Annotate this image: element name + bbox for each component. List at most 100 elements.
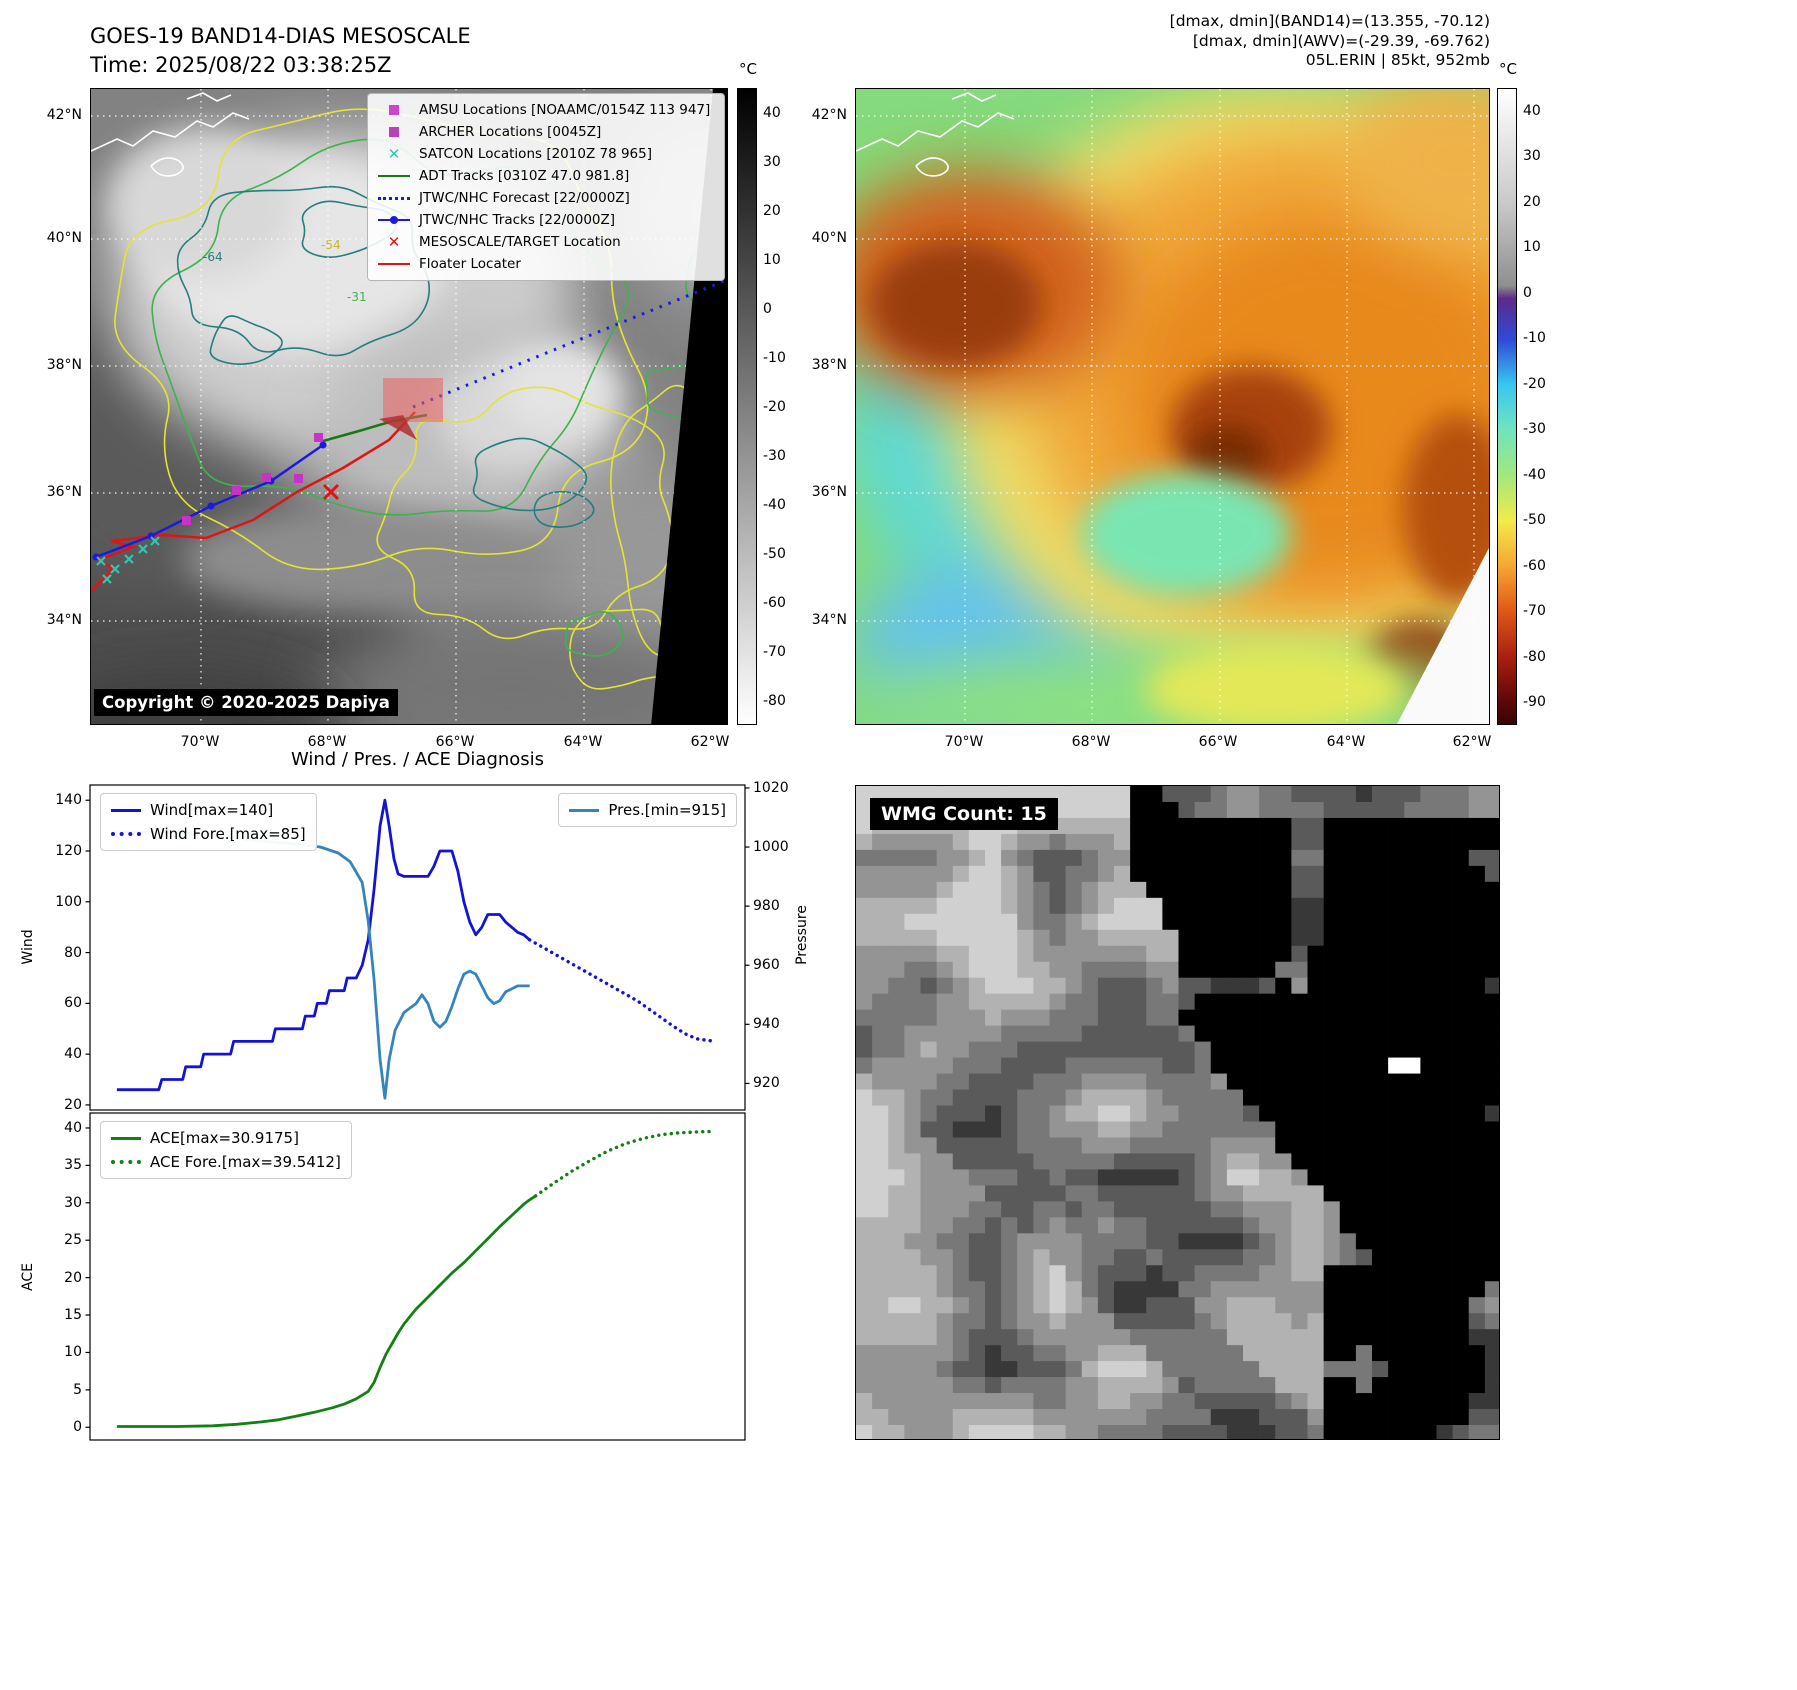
x-marker-icon: ✕ xyxy=(387,233,401,251)
legend-item-label: ARCHER Locations [0045Z] xyxy=(419,124,602,140)
contour-label: -31 xyxy=(347,290,367,304)
wmg-count-label: WMG Count: 15 xyxy=(870,798,1058,830)
target-x-marker xyxy=(322,483,340,501)
x-marker-icon: ✕ xyxy=(387,145,401,163)
legend-item-label: ADT Tracks [0310Z 47.0 981.8] xyxy=(419,168,630,184)
series-wind xyxy=(116,798,531,1092)
storm-tracks xyxy=(91,278,727,592)
series-ace xyxy=(116,1194,537,1428)
wind-ytick-label: 40 xyxy=(64,1046,82,1063)
contour-line xyxy=(376,386,674,640)
wind-pressure-chart xyxy=(85,784,750,1111)
ir-cloud-field xyxy=(856,89,1489,724)
band14-map: -64 -54 -31 xyxy=(90,88,728,725)
band14-colorbar-tick-label: 10 xyxy=(763,251,781,268)
awv-header: [dmax, dmin](BAND14)=(13.355, -70.12) [d… xyxy=(855,12,1490,71)
ace-ytick-label: 40 xyxy=(64,1119,82,1136)
awv-colorbar xyxy=(1497,88,1517,725)
lon-tick-label: 66°W xyxy=(435,734,475,750)
lat-tick-label: 42°N xyxy=(46,107,82,123)
band14-colorbar-tick-label: -20 xyxy=(763,398,786,415)
awv-colorbar-tick-label: -70 xyxy=(1523,603,1546,620)
band14-colorbar-tick-label: 0 xyxy=(763,300,772,317)
band14-colorbar-tick-label: -30 xyxy=(763,447,786,464)
lon-tick-label: 70°W xyxy=(180,734,220,750)
legend-item: ✕ MESOSCALE/TARGET Location xyxy=(376,231,716,253)
pressure-ytick-label: 1020 xyxy=(753,779,789,796)
lon-tick-label: 68°W xyxy=(307,734,347,750)
dmax-dmin-band14: [dmax, dmin](BAND14)=(13.355, -70.12) xyxy=(1169,12,1490,30)
contour-line xyxy=(209,315,283,365)
lon-tick-label: 62°W xyxy=(690,734,730,750)
legend-item: ADT Tracks [0310Z 47.0 981.8] xyxy=(376,165,716,187)
band14-header: GOES-19 BAND14-DIAS MESOSCALE Time: 2025… xyxy=(90,22,471,80)
jtwc-track-points xyxy=(92,441,327,561)
wind-ytick-label: 60 xyxy=(64,995,82,1012)
awv-colorbar-tick-label: -80 xyxy=(1523,648,1546,665)
ace-ytick-label: 0 xyxy=(73,1419,82,1436)
lon-tick-label: 64°W xyxy=(563,734,603,750)
ace-ytick-label: 15 xyxy=(64,1307,82,1324)
square-marker-icon xyxy=(376,102,412,118)
contour-label: -54 xyxy=(321,238,341,252)
amsu-archer-markers xyxy=(182,433,323,525)
pressure-ytick-label: 940 xyxy=(753,1016,780,1033)
band14-colorbar-tick-label: -40 xyxy=(763,496,786,513)
band14-colorbar-tick-label: -60 xyxy=(763,594,786,611)
band14-colorbar-tick-label: -50 xyxy=(763,545,786,562)
lat-tick-label: 40°N xyxy=(46,230,82,246)
awv-map xyxy=(855,88,1490,725)
contour-line xyxy=(176,185,431,357)
awv-colorbar-tick-label: 40 xyxy=(1523,102,1541,119)
legend-item: ✕ SATCON Locations [2010Z 78 965] xyxy=(376,143,716,165)
line-marker-icon xyxy=(376,168,412,184)
lat-tick-label: 34°N xyxy=(46,612,82,628)
lon-tick-label: 68°W xyxy=(1071,734,1111,750)
series-pres- xyxy=(116,830,530,1100)
latlon-grid xyxy=(856,89,1489,724)
awv-colorbar-tick-label: 30 xyxy=(1523,148,1541,165)
legend-item: JTWC/NHC Tracks [22/0000Z] xyxy=(376,209,716,231)
wind-ytick-label: 20 xyxy=(64,1096,82,1113)
legend-item-label: Floater Locater xyxy=(419,256,521,272)
lat-tick-label: 42°N xyxy=(811,107,847,123)
awv-colorbar-tick-label: 20 xyxy=(1523,193,1541,210)
diagnosis-title: Wind / Pres. / ACE Diagnosis xyxy=(290,749,545,770)
line-dot-marker-icon xyxy=(376,212,412,228)
band14-colorbar-unit: °C xyxy=(739,60,757,78)
ace-ytick-label: 5 xyxy=(73,1381,82,1398)
wmg-pixel-image xyxy=(856,786,1499,1439)
awv-colorbar-tick-label: -10 xyxy=(1523,330,1546,347)
lon-tick-label: 70°W xyxy=(944,734,984,750)
band14-time: Time: 2025/08/22 03:38:25Z xyxy=(90,53,392,77)
legend-item: AMSU Locations [NOAAMC/0154Z 113 947] xyxy=(376,99,716,121)
contour-line xyxy=(564,610,624,657)
lat-tick-label: 36°N xyxy=(46,484,82,500)
lon-tick-label: 64°W xyxy=(1326,734,1366,750)
legend-item: JTWC/NHC Forecast [22/0000Z] xyxy=(376,187,716,209)
pressure-axis-label: Pressure xyxy=(794,905,810,965)
legend-item-label: SATCON Locations [2010Z 78 965] xyxy=(419,146,652,162)
band14-legend: AMSU Locations [NOAAMC/0154Z 113 947] ARC… xyxy=(367,93,725,281)
ace-ytick-label: 35 xyxy=(64,1157,82,1174)
wind-ytick-label: 140 xyxy=(55,792,82,809)
band14-colorbar-tick-label: 20 xyxy=(763,202,781,219)
legend-item-label: JTWC/NHC Forecast [22/0000Z] xyxy=(419,190,630,206)
awv-colorbar-tick-label: -50 xyxy=(1523,512,1546,529)
lon-tick-label: 66°W xyxy=(1198,734,1238,750)
awv-colorbar-tick-label: -30 xyxy=(1523,421,1546,438)
ace-ytick-label: 25 xyxy=(64,1232,82,1249)
series-ace-fore- xyxy=(533,1129,717,1198)
lat-tick-label: 40°N xyxy=(811,230,847,246)
ace-ytick-label: 10 xyxy=(64,1344,82,1361)
lat-tick-label: 38°N xyxy=(46,357,82,373)
ace-ytick-label: 30 xyxy=(64,1194,82,1211)
lat-tick-label: 38°N xyxy=(811,357,847,373)
awv-colorbar-tick-label: -60 xyxy=(1523,557,1546,574)
wind-ytick-label: 80 xyxy=(64,944,82,961)
awv-colorbar-tick-label: 10 xyxy=(1523,239,1541,256)
coastline xyxy=(856,92,1015,177)
series-wind-fore- xyxy=(528,938,717,1044)
band14-colorbar-tick-label: 30 xyxy=(763,153,781,170)
